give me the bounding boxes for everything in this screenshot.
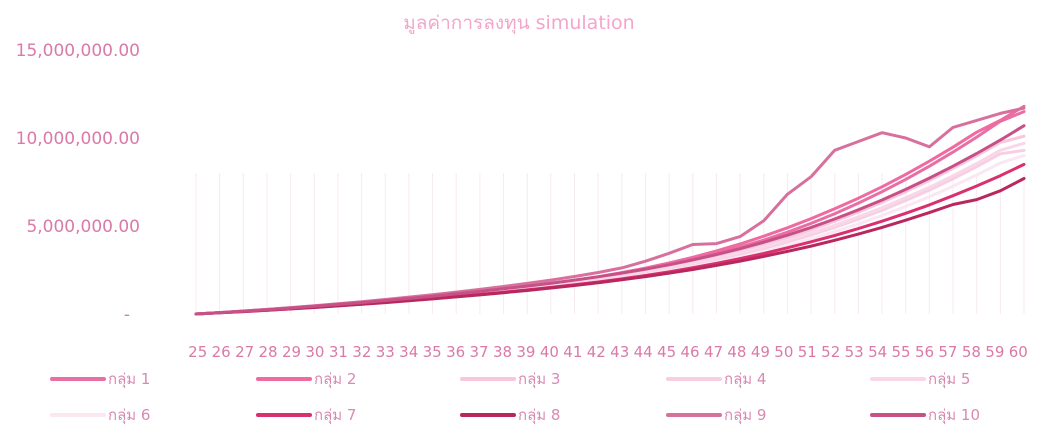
- series-line-4: [194, 148, 1026, 316]
- x-tick-label: 31: [329, 343, 348, 361]
- x-tick-label: 26: [212, 343, 231, 361]
- x-tick-label: 32: [352, 343, 371, 361]
- series-line-5: [194, 141, 1026, 316]
- chart-title: มูลค่าการลงทุน simulation: [403, 12, 634, 35]
- x-tick-label: 44: [634, 343, 653, 361]
- x-tick-label: 38: [493, 343, 512, 361]
- y-tick-label: -: [124, 305, 130, 325]
- y-tick-label: 10,000,000.00: [16, 129, 140, 149]
- x-tick-label: 43: [610, 343, 629, 361]
- x-tick-label: 25: [188, 343, 207, 361]
- x-tick-label: 42: [587, 343, 606, 361]
- legend-label: กลุ่ม 6: [108, 406, 150, 425]
- x-tick-label: 59: [985, 343, 1004, 361]
- x-tick-label: 33: [376, 343, 395, 361]
- x-tick-label: 34: [399, 343, 418, 361]
- x-tick-label: 60: [1009, 343, 1028, 361]
- y-tick-label: 5,000,000.00: [26, 217, 140, 237]
- x-tick-label: 39: [516, 343, 535, 361]
- x-tick-label: 29: [282, 343, 301, 361]
- legend-label: กลุ่ม 1: [108, 370, 150, 389]
- x-tick-label: 40: [540, 343, 559, 361]
- x-tick-label: 30: [305, 343, 324, 361]
- legend-label: กลุ่ม 7: [314, 406, 356, 425]
- x-tick-label: 57: [938, 343, 957, 361]
- x-tick-label: 58: [962, 343, 981, 361]
- x-tick-label: 35: [423, 343, 442, 361]
- y-axis-labels: 15,000,000.00 10,000,000.00 5,000,000.00 -: [16, 41, 140, 325]
- x-tick-label: 41: [563, 343, 582, 361]
- legend-label: กลุ่ม 10: [928, 406, 980, 425]
- series-line-7: [194, 162, 1026, 316]
- x-tick-label: 49: [751, 343, 770, 361]
- x-tick-label: 28: [259, 343, 278, 361]
- series-line-3: [194, 134, 1026, 316]
- x-tick-label: 52: [821, 343, 840, 361]
- legend-label: กลุ่ม 3: [518, 370, 560, 389]
- series-line-10: [194, 124, 1026, 316]
- legend-label: กลุ่ม 5: [928, 370, 970, 389]
- y-tick-label: 15,000,000.00: [16, 41, 140, 61]
- x-axis-labels: 25 26 27 28 29 30 31 32 33 34 35 36 37 38 39 40 41 42 43 44…: [188, 343, 1028, 361]
- x-tick-label: 51: [798, 343, 817, 361]
- x-tick-label: 37: [470, 343, 489, 361]
- x-tick-label: 45: [657, 343, 676, 361]
- x-tick-label: 56: [915, 343, 934, 361]
- series-line-6: [194, 154, 1026, 316]
- series-line-1: [194, 110, 1026, 316]
- x-tick-label: 36: [446, 343, 465, 361]
- x-tick-label: 55: [892, 343, 911, 361]
- x-tick-label: 50: [774, 343, 793, 361]
- legend-label: กลุ่ม 9: [724, 406, 766, 425]
- x-tick-label: 27: [235, 343, 254, 361]
- x-tick-label: 47: [704, 343, 723, 361]
- legend-label: กลุ่ม 4: [724, 370, 766, 389]
- legend-label: กลุ่ม 2: [314, 370, 356, 389]
- series-line-9: [194, 106, 1026, 316]
- legend: กลุ่ม 1 กลุ่ม 2 กลุ่ม 3 กลุ่ม 4 กลุ่ม 5 กลุ่ม…: [50, 370, 980, 425]
- x-tick-label: 46: [681, 343, 700, 361]
- legend-label: กลุ่ม 8: [518, 406, 560, 425]
- series-lines: [194, 104, 1026, 316]
- x-tick-label: 48: [727, 343, 746, 361]
- x-tick-label: 53: [845, 343, 864, 361]
- x-tick-label: 54: [868, 343, 887, 361]
